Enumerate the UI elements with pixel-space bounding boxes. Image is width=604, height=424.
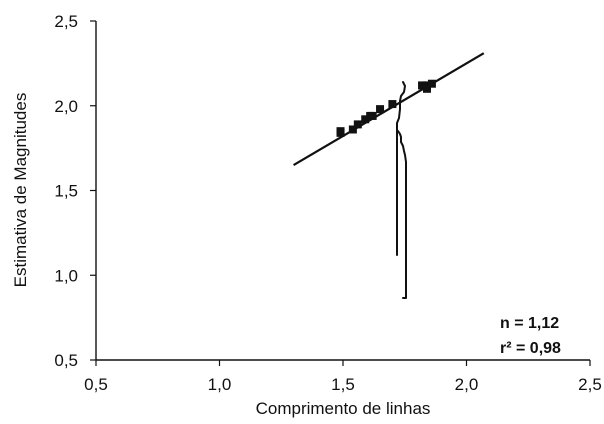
plot-trace-left (396, 81, 406, 256)
y-axis: 0,5 1,0 1,5 2,0 2,5 (54, 12, 97, 370)
data-point (368, 111, 377, 120)
stats-r-squared-label: r² = 0,98 (500, 340, 561, 357)
trend-line (293, 52, 485, 167)
x-tick-label: 1,5 (331, 375, 355, 394)
data-point (361, 115, 370, 124)
y-tick-label: 1,0 (54, 266, 78, 285)
data-point (418, 81, 427, 90)
x-tick-label: 0,5 (84, 375, 108, 394)
x-tick-label: 2,0 (455, 375, 479, 394)
plot-trace-right (397, 130, 407, 299)
y-tick-label: 1,5 (54, 182, 78, 201)
data-point (353, 120, 362, 129)
x-axis-label: Comprimento de linhas (256, 399, 431, 418)
data-point (422, 84, 431, 93)
data-point (427, 79, 436, 88)
data-point (376, 105, 385, 114)
stats-exponent-label: n = 1,12 (500, 315, 559, 332)
x-axis: 0,5 1,0 1,5 2,0 2,5 (84, 359, 602, 394)
data-point (336, 128, 345, 137)
y-axis-label: Estimativa de Magnitudes (11, 93, 30, 288)
plot-traces (396, 81, 407, 299)
data-points (336, 79, 436, 137)
y-tick-label: 2,0 (54, 97, 78, 116)
x-tick-label: 2,5 (578, 375, 602, 394)
y-tick-label: 0,5 (54, 351, 78, 370)
data-point (348, 125, 357, 134)
data-point (388, 100, 397, 109)
y-tick-label: 2,5 (54, 12, 78, 31)
x-tick-label: 1,0 (208, 375, 232, 394)
